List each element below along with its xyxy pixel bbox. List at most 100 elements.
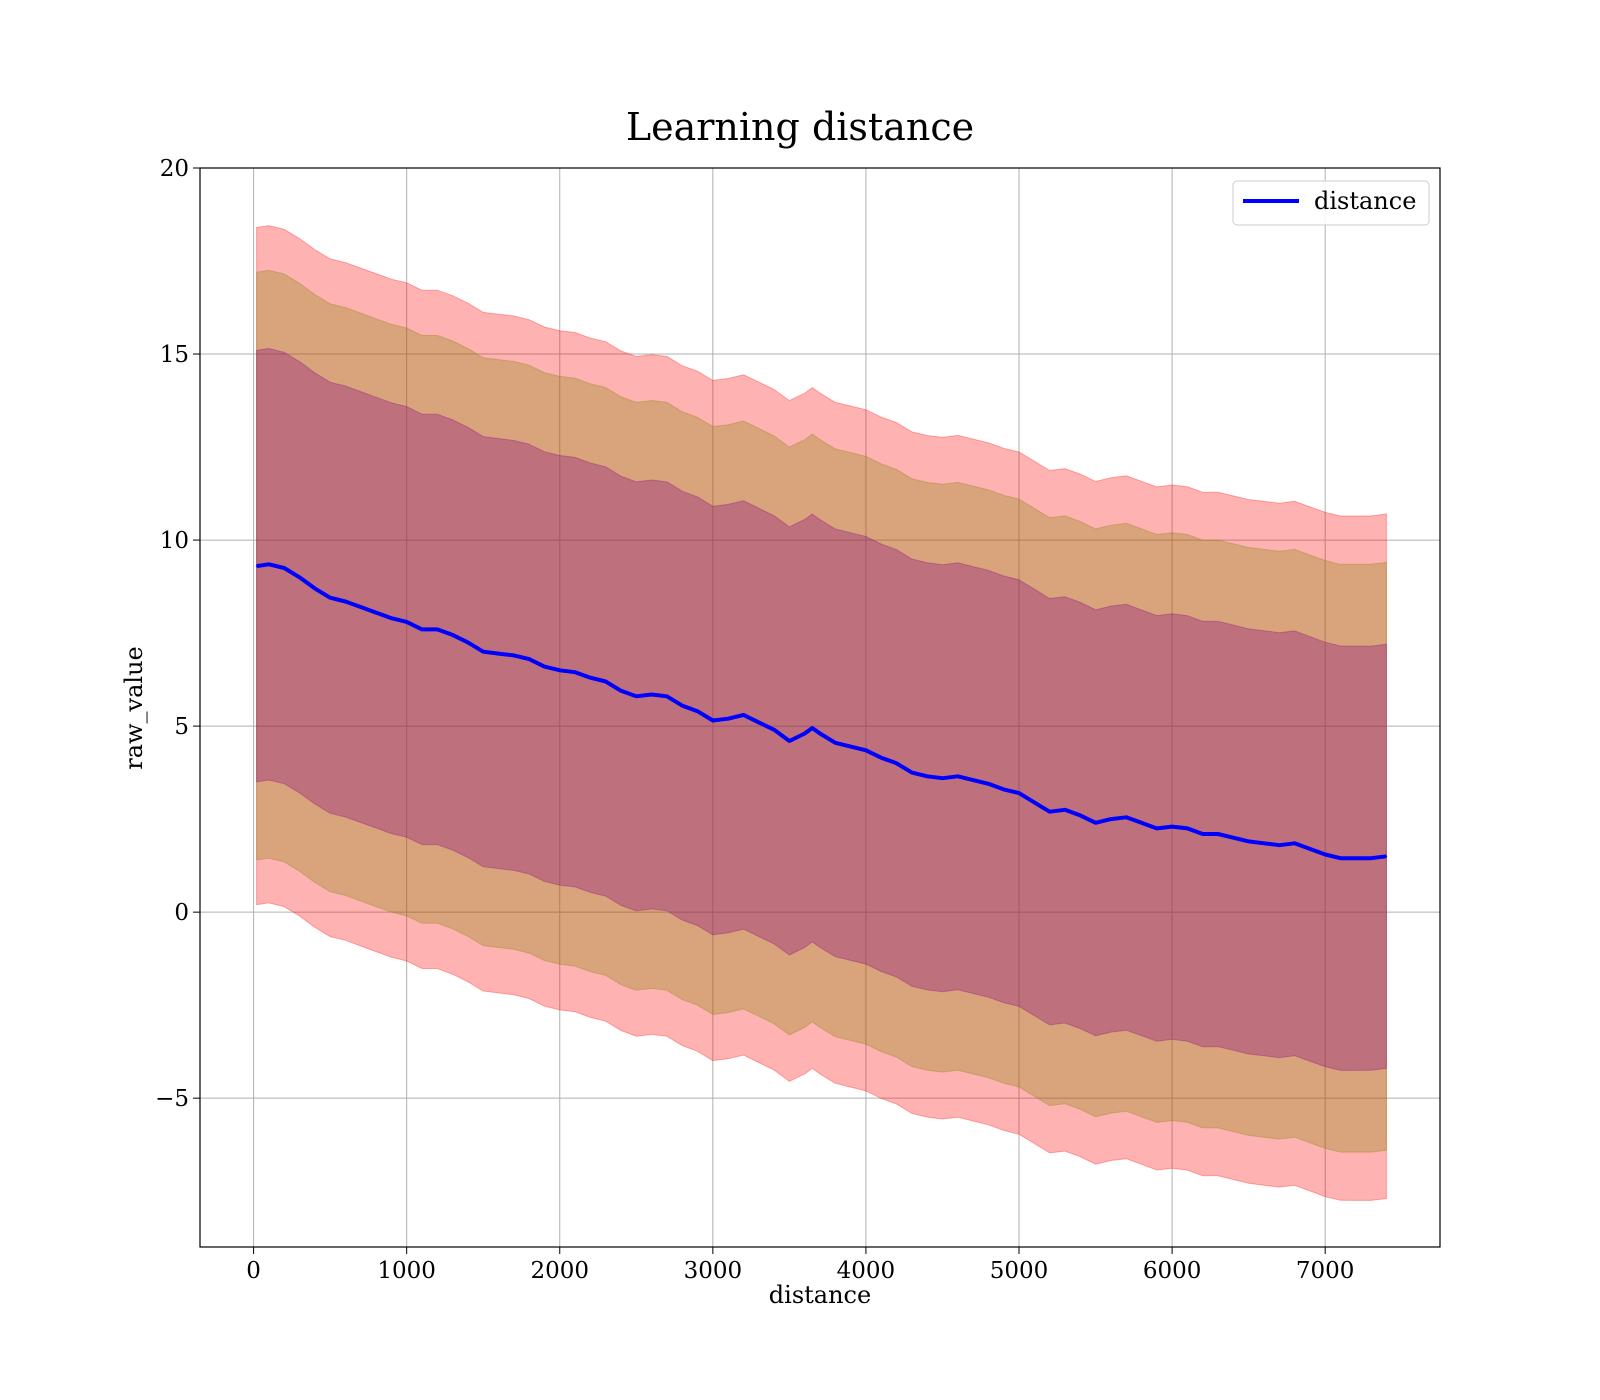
data-point	[314, 587, 316, 590]
chart-title: Learning distance	[626, 105, 974, 149]
data-point	[604, 680, 607, 683]
data-point	[1324, 853, 1326, 856]
data-point	[1339, 857, 1342, 859]
x-axis-label: distance	[769, 1281, 871, 1309]
data-point	[1232, 836, 1235, 839]
data-point	[268, 563, 270, 566]
y-axis-ticks: −5 0 5 10 15 20	[155, 156, 200, 1112]
data-point	[1355, 857, 1357, 859]
data-point	[283, 567, 286, 569]
data-point	[436, 628, 439, 631]
data-point	[1048, 810, 1051, 813]
data-point	[1385, 855, 1388, 858]
y-tick-label: 20	[160, 156, 189, 182]
data-point	[834, 742, 837, 744]
data-point	[375, 611, 377, 614]
y-tick-label: 10	[160, 528, 189, 554]
legend-label-distance: distance	[1314, 187, 1416, 215]
data-point	[255, 565, 258, 567]
data-point	[758, 721, 760, 724]
data-point	[635, 695, 638, 698]
data-point	[1125, 816, 1127, 819]
data-point	[696, 710, 699, 712]
data-point	[1186, 827, 1189, 830]
x-tick-label: 7000	[1296, 1258, 1355, 1284]
band-3-std	[256, 225, 1387, 1201]
data-point	[811, 727, 814, 729]
data-point	[681, 704, 683, 707]
data-point	[405, 621, 408, 623]
data-point	[926, 775, 928, 778]
series-line-distance	[256, 562, 1387, 861]
data-point	[543, 665, 546, 668]
data-point	[390, 617, 393, 619]
data-point	[987, 783, 990, 785]
data-point	[559, 669, 561, 672]
data-point	[712, 719, 714, 722]
data-point	[1370, 857, 1372, 859]
data-point	[513, 654, 515, 657]
data-point	[1263, 842, 1265, 845]
data-point	[972, 779, 974, 781]
plot-frame	[199, 167, 1441, 1248]
x-axis-ticks: 0 1000 2000 3000 4000 5000 6000 7000	[246, 1247, 1354, 1284]
y-tick-label: −5	[155, 1086, 189, 1112]
data-point	[1064, 809, 1066, 811]
data-point	[298, 576, 301, 579]
data-point	[1033, 801, 1036, 804]
y-axis-label: raw_value	[120, 646, 148, 770]
data-point	[1171, 825, 1173, 828]
data-point	[344, 600, 347, 603]
data-point	[1217, 833, 1219, 835]
data-point	[1094, 822, 1097, 824]
data-point	[650, 693, 653, 696]
data-point	[1140, 822, 1143, 824]
data-point	[880, 756, 882, 759]
data-point	[329, 596, 331, 599]
series-lines	[255, 562, 1388, 861]
y-tick-label: 0	[174, 900, 189, 926]
data-point	[1156, 827, 1158, 830]
data-point	[467, 641, 469, 644]
data-point	[727, 717, 729, 720]
data-point	[911, 771, 913, 774]
data-point	[497, 652, 500, 655]
y-tick-label: 5	[174, 714, 189, 740]
data-point	[666, 695, 668, 698]
std-bands	[256, 225, 1387, 1201]
data-point	[359, 606, 362, 608]
data-point	[773, 729, 775, 731]
data-point	[788, 740, 791, 742]
data-point	[941, 777, 944, 779]
data-point	[589, 676, 592, 679]
x-tick-label: 2000	[530, 1258, 589, 1284]
data-point	[574, 671, 576, 673]
data-point	[819, 732, 821, 735]
data-point	[421, 628, 423, 631]
data-point	[849, 745, 852, 748]
data-point	[865, 749, 867, 752]
data-point	[742, 714, 745, 716]
data-point	[1110, 818, 1112, 820]
legend: distance	[1232, 180, 1430, 226]
data-point	[957, 775, 959, 778]
x-tick-label: 0	[246, 1258, 261, 1284]
x-tick-label: 6000	[1143, 1258, 1202, 1284]
x-tick-label: 4000	[837, 1258, 896, 1284]
legend-box	[1232, 180, 1430, 226]
data-point	[1002, 788, 1005, 791]
x-tick-label: 3000	[684, 1258, 743, 1284]
data-point	[482, 650, 485, 653]
y-tick-label: 15	[160, 342, 189, 368]
data-point	[803, 732, 806, 735]
data-point	[895, 762, 898, 765]
data-point	[1018, 792, 1020, 794]
data-point	[1293, 842, 1296, 845]
band-1-std	[256, 347, 1387, 1071]
data-point	[1079, 814, 1081, 817]
data-point	[1201, 833, 1204, 835]
data-point	[620, 690, 622, 692]
x-tick-label: 1000	[377, 1258, 436, 1284]
